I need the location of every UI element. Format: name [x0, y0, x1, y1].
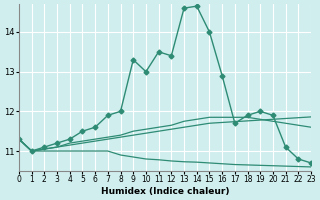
X-axis label: Humidex (Indice chaleur): Humidex (Indice chaleur)	[101, 187, 229, 196]
